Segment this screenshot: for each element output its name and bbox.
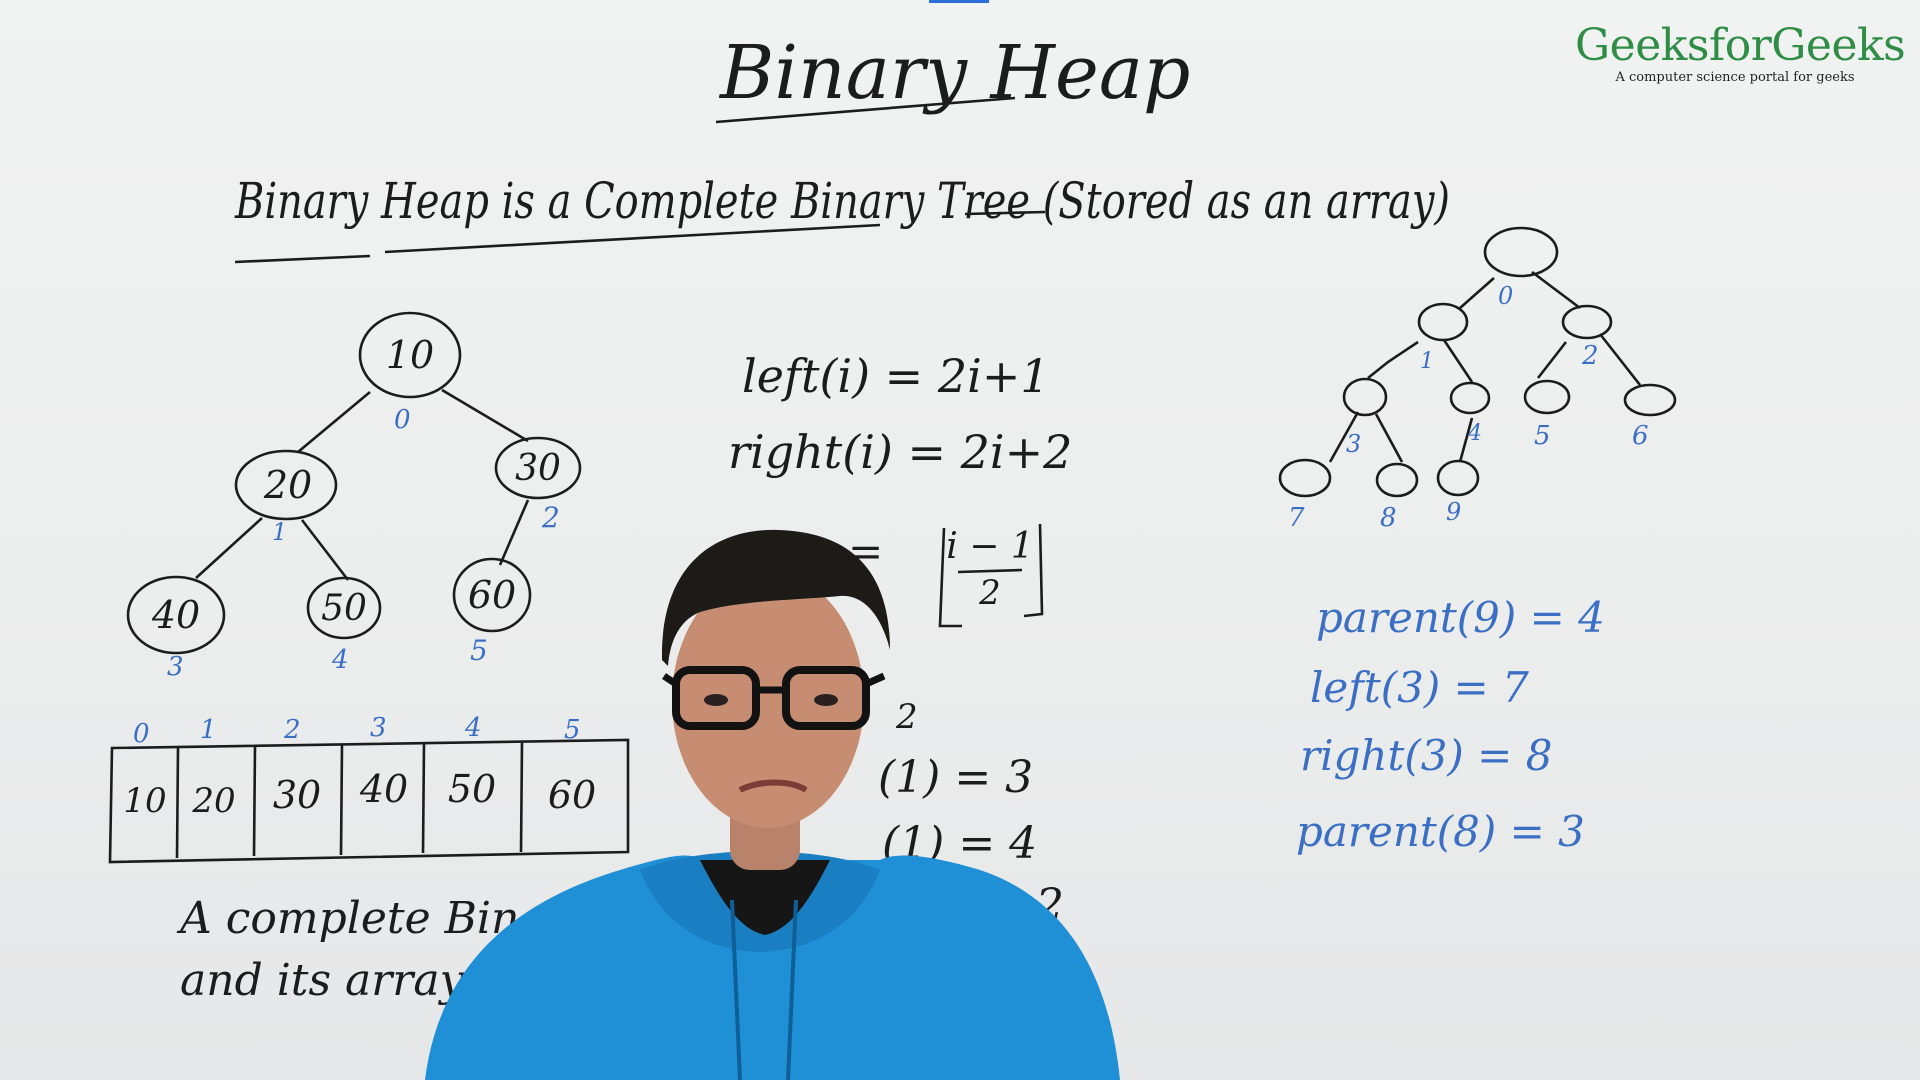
array-index: 3 <box>370 713 387 743</box>
tree-node-label: 10 <box>386 333 434 377</box>
example-formula: parent(9) = 4 <box>1316 593 1605 642</box>
tree-index: 7 <box>1288 503 1305 533</box>
floor-brackets <box>938 523 1044 628</box>
tree-node <box>306 576 382 640</box>
left-tree-edges <box>195 388 530 581</box>
array-cell: 30 <box>273 773 321 817</box>
tree-index: 3 <box>167 652 184 682</box>
array-cell: 10 <box>123 781 166 821</box>
example-formula: left(3) = 7 <box>1310 663 1529 712</box>
array-index: 5 <box>564 715 581 745</box>
tree-node-label: 60 <box>468 573 516 617</box>
tree-node-label: 30 <box>515 448 561 489</box>
video-progress-indicator <box>929 0 989 3</box>
tree-index: 2 <box>541 501 560 534</box>
array-index: 1 <box>200 715 217 745</box>
tree-node <box>452 557 532 633</box>
tree-index: 4 <box>1467 421 1482 446</box>
left-formula: left(i) = 2i+1 <box>742 349 1050 403</box>
tree-index: 1 <box>1420 349 1434 374</box>
left-tree-nodes: 10 20 30 40 50 60 <box>126 311 582 655</box>
definition-underline <box>234 210 1046 264</box>
example-formula: right(3) = 8 <box>1300 731 1552 780</box>
tree-index: 5 <box>470 634 488 667</box>
right-tree-indices: 0 1 2 3 4 5 6 7 8 9 <box>1288 282 1649 533</box>
presenter <box>425 529 1120 1080</box>
logo-tagline: A computer science portal for geeks <box>1615 70 1855 85</box>
tree-index: 5 <box>1534 421 1551 451</box>
array-cell: 40 <box>359 767 408 811</box>
right-tree <box>1278 226 1677 498</box>
array-cell: 20 <box>191 781 235 821</box>
caption-line-2: and its array <box>180 955 466 1006</box>
partial-formula: 2 <box>895 697 918 737</box>
example-formula: parent(8) = 3 <box>1296 807 1585 856</box>
left-tree-indices: 0 1 2 3 4 5 <box>167 405 560 682</box>
tree-node <box>126 575 226 655</box>
heap-definition: Binary Heap is a Complete Binary Tree (S… <box>234 172 1450 230</box>
tree-index: 8 <box>1380 503 1397 533</box>
heap-array: 10 20 30 40 50 60 <box>108 738 630 864</box>
array-cell: 60 <box>548 773 596 817</box>
partial-formula: (1) = 3 <box>878 752 1033 803</box>
right-formula: right(i) = 2i+2 <box>728 425 1072 479</box>
tree-node-label: 40 <box>151 593 200 637</box>
fraction-denominator: 2 <box>978 573 1001 613</box>
fraction-bar <box>957 568 1023 574</box>
tree-index: 3 <box>1346 430 1361 458</box>
tree-index: 6 <box>1632 421 1649 451</box>
geeksforgeeks-logo: GeeksforGeeks A computer science portal … <box>1575 20 1906 85</box>
array-indices: 0 1 2 3 4 5 <box>133 713 581 749</box>
tree-node <box>234 449 338 521</box>
tree-index: 2 <box>1581 341 1599 371</box>
tree-index: 0 <box>1498 282 1513 310</box>
tree-index: 9 <box>1446 498 1461 526</box>
fraction-numerator: i − 1 <box>946 526 1033 567</box>
tree-node <box>494 436 582 500</box>
title-underline <box>715 96 1016 124</box>
array-index: 0 <box>133 719 150 749</box>
tree-index: 4 <box>331 645 349 675</box>
tree-node-label: 50 <box>321 588 367 629</box>
array-index: 2 <box>283 715 301 745</box>
logo-name: GeeksforGeeks <box>1575 20 1906 71</box>
array-cell: 50 <box>448 767 496 811</box>
array-index: 4 <box>464 713 482 743</box>
tree-node <box>358 311 462 399</box>
tree-index: 0 <box>394 405 411 435</box>
tree-index: 1 <box>272 518 287 546</box>
tree-node-label: 20 <box>263 463 312 507</box>
